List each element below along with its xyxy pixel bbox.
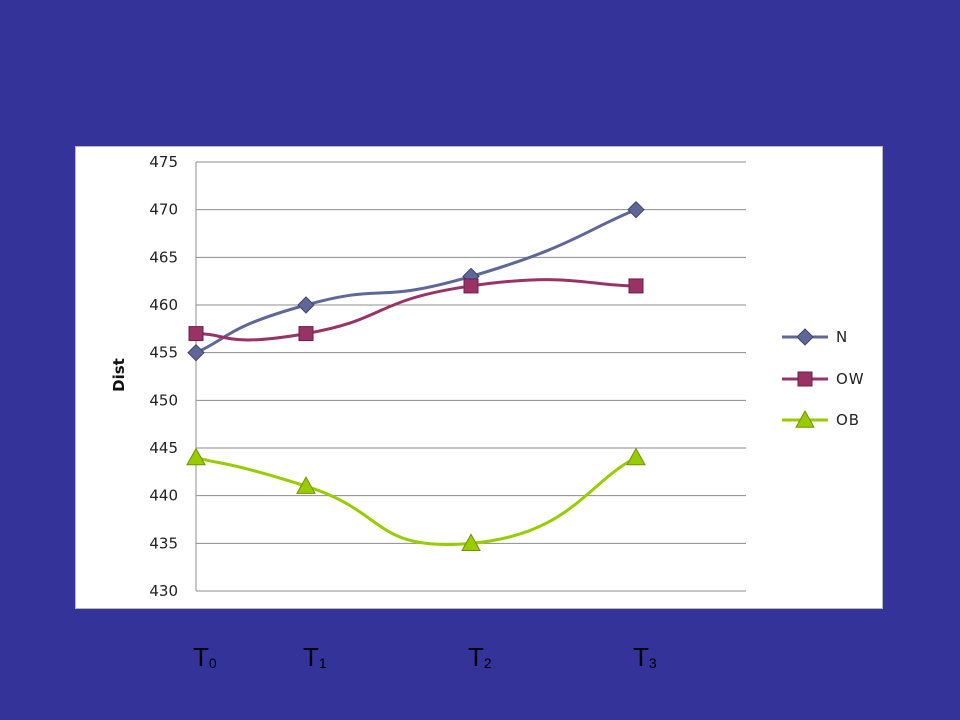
x-tick-label: T1 bbox=[303, 642, 327, 672]
data-point-n bbox=[187, 343, 205, 362]
data-point-ow bbox=[188, 326, 204, 342]
data-point-ob bbox=[186, 447, 206, 466]
legend-marker-ob bbox=[795, 409, 815, 428]
line-chart: 430 435 440 445 450 455 460 465 470 475 Dist N OW O… bbox=[110, 153, 865, 600]
legend-marker-n bbox=[796, 328, 814, 346]
series-lines bbox=[186, 200, 646, 552]
data-point-ow bbox=[463, 278, 479, 294]
y-tick-label: 440 bbox=[149, 487, 178, 505]
data-point-n bbox=[627, 200, 645, 219]
y-tick-label: 475 bbox=[149, 153, 178, 171]
data-point-ob bbox=[296, 476, 316, 494]
gridlines bbox=[195, 161, 746, 592]
legend-marker-ow bbox=[797, 371, 813, 387]
legend: N OW OB bbox=[782, 328, 865, 429]
x-tick-label: T3 bbox=[633, 642, 657, 672]
x-tick-label: T0 bbox=[193, 642, 217, 672]
y-tick-labels: 430 435 440 445 450 455 460 465 470 475 bbox=[149, 153, 178, 600]
legend-label: N bbox=[836, 328, 848, 346]
legend-label: OB bbox=[836, 411, 860, 429]
y-tick-label: 465 bbox=[149, 248, 178, 266]
y-axis-label: Dist bbox=[110, 358, 128, 392]
series-line-ob bbox=[195, 456, 637, 546]
y-tick-label: 455 bbox=[149, 344, 178, 362]
series-ob bbox=[186, 447, 646, 552]
y-tick-label: 470 bbox=[149, 201, 178, 219]
x-tick-label: T2 bbox=[468, 642, 492, 672]
data-point-ow bbox=[298, 326, 314, 342]
y-tick-label: 430 bbox=[149, 582, 178, 600]
series-ow bbox=[188, 278, 644, 342]
data-point-ob bbox=[461, 533, 481, 552]
series-line-n bbox=[195, 208, 637, 355]
data-point-ow bbox=[628, 278, 644, 294]
y-tick-label: 450 bbox=[149, 391, 178, 409]
legend-item-ow: OW bbox=[782, 370, 865, 388]
y-tick-label: 435 bbox=[149, 534, 178, 552]
series-n bbox=[187, 200, 645, 362]
y-tick-label: 445 bbox=[149, 439, 178, 457]
legend-label: OW bbox=[836, 370, 865, 388]
data-point-ob bbox=[626, 447, 646, 466]
legend-item-ob: OB bbox=[782, 409, 860, 429]
chart-panel: 430 435 440 445 450 455 460 465 470 475 Dist N OW O… bbox=[75, 146, 883, 609]
data-point-n bbox=[297, 296, 315, 314]
legend-item-n: N bbox=[782, 328, 848, 346]
series-line-ow bbox=[195, 278, 637, 342]
y-tick-label: 460 bbox=[149, 296, 178, 314]
